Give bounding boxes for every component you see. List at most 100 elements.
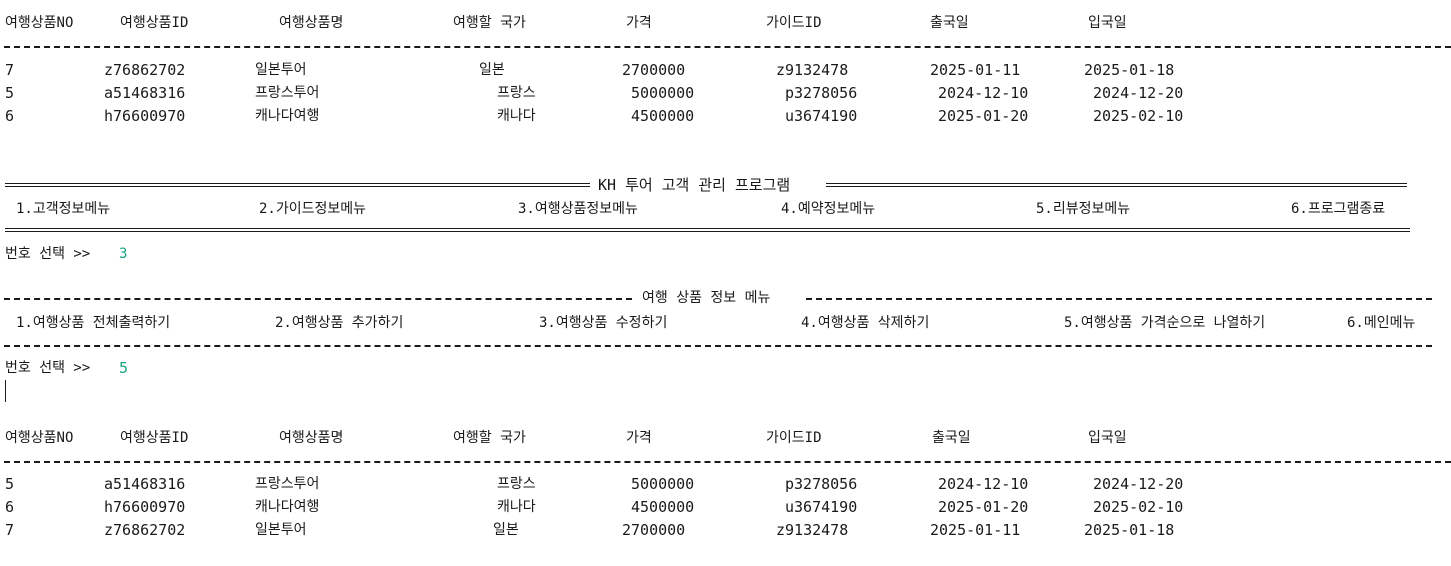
table-row: 6 h76600970 캐나다여행 캐나다 4500000 u3674190 2… xyxy=(0,496,1451,518)
header-country: 여행할 국가 xyxy=(453,15,526,31)
cell-price: 5000000 xyxy=(631,475,695,493)
cell-guide: u3674190 xyxy=(785,107,858,125)
divider-dashed xyxy=(4,345,1432,347)
sub-menu: 1.여행상품 전체출력하기 2.여행상품 추가하기 3.여행상품 수정하기 4.… xyxy=(0,312,1451,334)
cell-in: 2025-01-18 xyxy=(1084,521,1175,539)
sub-menu-item-sort-price[interactable]: 5.여행상품 가격순으로 나열하기 xyxy=(1064,315,1266,331)
main-menu-item-review[interactable]: 5.리뷰정보메뉴 xyxy=(1036,201,1131,217)
cell-country: 일본 xyxy=(479,62,505,78)
cell-country: 일본 xyxy=(493,522,519,538)
cell-name: 프랑스투어 xyxy=(255,476,320,492)
header-name: 여행상품명 xyxy=(279,15,344,31)
sub-menu-item-edit[interactable]: 3.여행상품 수정하기 xyxy=(539,315,668,331)
cell-country: 프랑스 xyxy=(497,476,536,492)
cell-name: 일본투어 xyxy=(255,522,307,538)
table-row: 5 a51468316 프랑스투어 프랑스 5000000 p3278056 2… xyxy=(0,473,1451,495)
text-cursor xyxy=(5,380,6,402)
header-out: 출국일 xyxy=(932,430,971,446)
header-guide: 가이드ID xyxy=(766,430,822,446)
main-menu-item-guide[interactable]: 2.가이드정보메뉴 xyxy=(259,201,367,217)
cell-name: 일본투어 xyxy=(255,62,307,78)
sub-menu-item-delete[interactable]: 4.여행상품 삭제하기 xyxy=(801,315,930,331)
cell-guide: z9132478 xyxy=(776,61,849,79)
cell-out: 2025-01-20 xyxy=(938,498,1029,516)
cell-out: 2025-01-11 xyxy=(930,61,1021,79)
header-no: 여행상품NO xyxy=(5,430,74,446)
sub-menu-item-main[interactable]: 6.메인메뉴 xyxy=(1347,315,1416,331)
table1-header: 여행상품NO 여행상품ID 여행상품명 여행할 국가 가격 가이드ID 출국일 … xyxy=(0,12,1451,34)
table-row: 5 a51468316 프랑스투어 프랑스 5000000 p3278056 2… xyxy=(0,82,1451,104)
cell-price: 2700000 xyxy=(622,521,686,539)
cell-id: z76862702 xyxy=(104,521,186,539)
main-menu-title: KH 투어 고객 관리 프로그램 xyxy=(590,174,799,196)
main-menu-item-reservation[interactable]: 4.예약정보메뉴 xyxy=(781,201,876,217)
divider-double xyxy=(5,228,1410,232)
cell-price: 2700000 xyxy=(622,61,686,79)
header-no: 여행상품NO xyxy=(5,15,74,31)
sub-menu-item-add[interactable]: 2.여행상품 추가하기 xyxy=(275,315,404,331)
divider-dashed xyxy=(4,461,1451,463)
prompt-input-value[interactable]: 3 xyxy=(119,246,128,262)
cell-no: 5 xyxy=(5,84,15,102)
cell-no: 7 xyxy=(5,61,15,79)
sub-menu-title: 여행 상품 정보 메뉴 xyxy=(634,287,779,309)
cell-no: 6 xyxy=(5,107,15,125)
header-country: 여행할 국가 xyxy=(453,430,526,446)
header-price: 가격 xyxy=(626,15,652,31)
header-name: 여행상품명 xyxy=(279,430,344,446)
cell-name: 캐나다여행 xyxy=(255,108,320,124)
header-guide: 가이드ID xyxy=(766,15,822,31)
cell-out: 2025-01-11 xyxy=(930,521,1021,539)
table-row: 7 z76862702 일본투어 일본 2700000 z9132478 202… xyxy=(0,59,1451,81)
cell-guide: p3278056 xyxy=(785,84,858,102)
cell-id: a51468316 xyxy=(104,475,186,493)
prompt-line: 번호 선택 >> 5 xyxy=(0,357,1451,379)
cell-id: h76600970 xyxy=(104,107,186,125)
cell-in: 2025-02-10 xyxy=(1093,107,1184,125)
header-id: 여행상품ID xyxy=(120,430,189,446)
cell-in: 2025-01-18 xyxy=(1084,61,1175,79)
cell-country: 캐나다 xyxy=(497,108,536,124)
cell-out: 2024-12-10 xyxy=(938,475,1029,493)
header-out: 출국일 xyxy=(930,15,969,31)
sub-menu-item-list-all[interactable]: 1.여행상품 전체출력하기 xyxy=(16,315,171,331)
prompt-input-value[interactable]: 5 xyxy=(119,359,129,377)
divider-double-right xyxy=(826,183,1407,187)
divider-dashed-left xyxy=(4,298,632,300)
cell-guide: u3674190 xyxy=(785,498,858,516)
prompt-line: 번호 선택 >> 3 xyxy=(0,243,1451,265)
cell-out: 2025-01-20 xyxy=(938,107,1029,125)
cell-id: z76862702 xyxy=(104,61,186,79)
divider-dashed-right xyxy=(806,298,1432,300)
cell-no: 5 xyxy=(5,475,15,493)
divider-double-left xyxy=(5,183,591,187)
cell-name: 프랑스투어 xyxy=(255,85,320,101)
cell-country: 프랑스 xyxy=(497,85,536,101)
header-in: 입국일 xyxy=(1088,430,1127,446)
main-menu: 1.고객정보메뉴 2.가이드정보메뉴 3.여행상품정보메뉴 4.예약정보메뉴 5… xyxy=(0,198,1451,220)
header-price: 가격 xyxy=(626,430,652,446)
divider-dashed xyxy=(4,46,1451,48)
prompt-label: 번호 선택 >> xyxy=(5,360,91,376)
main-menu-item-exit[interactable]: 6.프로그램종료 xyxy=(1291,201,1386,217)
cell-guide: z9132478 xyxy=(776,521,849,539)
cell-in: 2024-12-20 xyxy=(1093,475,1184,493)
cell-price: 4500000 xyxy=(631,498,695,516)
table-row: 7 z76862702 일본투어 일본 2700000 z9132478 202… xyxy=(0,519,1451,541)
cell-in: 2025-02-10 xyxy=(1093,498,1184,516)
cell-out: 2024-12-10 xyxy=(938,84,1029,102)
cell-country: 캐나다 xyxy=(497,499,536,515)
cell-price: 4500000 xyxy=(631,107,695,125)
header-in: 입국일 xyxy=(1088,15,1127,31)
cell-guide: p3278056 xyxy=(785,475,858,493)
cell-no: 6 xyxy=(5,498,15,516)
cell-no: 7 xyxy=(5,521,15,539)
main-menu-item-customer[interactable]: 1.고객정보메뉴 xyxy=(16,201,111,217)
header-id: 여행상품ID xyxy=(120,15,189,31)
cell-name: 캐나다여행 xyxy=(255,499,320,515)
table-row: 6 h76600970 캐나다여행 캐나다 4500000 u3674190 2… xyxy=(0,105,1451,127)
table2-header: 여행상품NO 여행상품ID 여행상품명 여행할 국가 가격 가이드ID 출국일 … xyxy=(0,427,1451,449)
cell-in: 2024-12-20 xyxy=(1093,84,1184,102)
main-menu-item-product[interactable]: 3.여행상품정보메뉴 xyxy=(518,201,638,217)
